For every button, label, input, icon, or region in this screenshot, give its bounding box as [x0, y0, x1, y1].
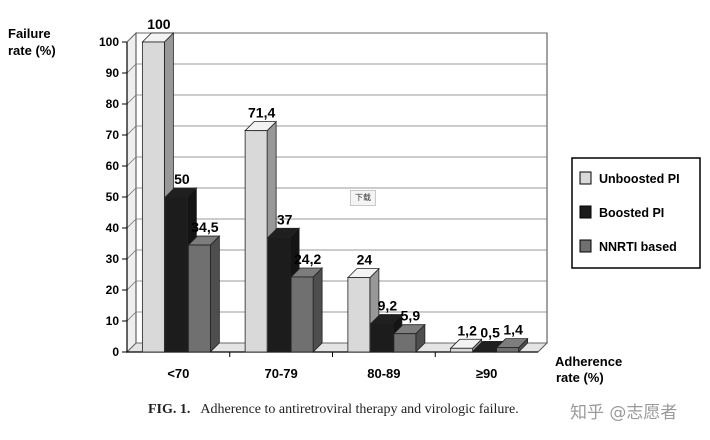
data-label: 50: [174, 171, 190, 187]
data-label: 24,2: [294, 251, 321, 267]
y-tick-label: 0: [112, 345, 119, 359]
bar: [495, 337, 529, 353]
gridline-side: [126, 280, 137, 291]
gridline-side: [126, 94, 137, 105]
data-label: 71,4: [248, 105, 275, 121]
y-tick-label: 80: [106, 97, 120, 111]
y-tick-label: 60: [106, 159, 120, 173]
x-tick-label: <70: [167, 366, 189, 381]
y-tick-label: 30: [106, 252, 120, 266]
gridline-side: [126, 218, 137, 229]
bar: [290, 267, 324, 353]
bar-front: [290, 276, 314, 353]
x-tick-label: 70-79: [265, 366, 298, 381]
legend-swatch: [579, 205, 592, 219]
figure-caption: FIG. 1. Adherence to antiretroviral thera…: [148, 402, 519, 418]
bar-side: [209, 235, 220, 353]
download-tooltip[interactable]: 下载: [350, 190, 376, 206]
data-label: 9,2: [378, 297, 398, 313]
data-label: 0,5: [480, 324, 500, 340]
gridline-side: [126, 156, 137, 167]
bar-front: [496, 347, 520, 353]
data-label: 37: [277, 211, 293, 227]
y-tick-label: 20: [106, 283, 120, 297]
y-tick-label: 50: [106, 190, 120, 204]
y-tick-label: 40: [106, 221, 120, 235]
y-axis-label: Failure rate (%): [8, 26, 56, 58]
watermark: 知乎 @志愿者: [570, 403, 678, 423]
legend-label: Unboosted PI: [599, 172, 680, 186]
bar-front: [473, 350, 497, 353]
gridline-side: [126, 342, 137, 353]
x-axis-label: Adherence rate (%): [555, 354, 622, 385]
bar-front: [244, 130, 268, 353]
figure-label: FIG. 1.: [148, 402, 191, 417]
y-tick-label: 70: [106, 128, 120, 142]
bar-front: [370, 323, 394, 353]
gridline-side: [126, 187, 137, 198]
data-label: 5,9: [401, 308, 421, 324]
bar-front: [450, 347, 474, 353]
bar-front: [347, 277, 371, 353]
bar: [392, 323, 426, 353]
gridline-side: [126, 63, 137, 74]
data-label: 100: [147, 16, 171, 32]
x-tick-label: ≥90: [476, 366, 498, 381]
gridline-side: [126, 32, 137, 43]
bar-front: [393, 333, 417, 353]
y-tick-label: 10: [106, 314, 120, 328]
bar-side: [312, 267, 323, 353]
bar-front: [141, 41, 165, 353]
bar: [187, 235, 221, 353]
legend-swatch: [579, 239, 592, 253]
bar-front: [164, 196, 188, 353]
legend-box: [571, 157, 701, 269]
gridline-side: [126, 125, 137, 136]
legend-label: Boosted PI: [599, 206, 664, 220]
gridline-side: [126, 249, 137, 260]
y-tick-label: 90: [106, 66, 120, 80]
data-label: 34,5: [191, 219, 218, 235]
legend-swatch: [579, 171, 592, 185]
x-tick-label: 80-89: [367, 366, 400, 381]
data-label: 24: [357, 252, 373, 268]
y-tick-label: 100: [99, 35, 119, 49]
bar-front: [187, 244, 211, 353]
legend-label: NNRTI based: [599, 240, 677, 254]
data-label: 1,4: [503, 322, 523, 338]
gridline-side: [126, 311, 137, 322]
caption-text: Adherence to antiretroviral therapy and …: [200, 402, 519, 417]
bar-front: [267, 236, 291, 353]
data-label: 1,2: [457, 322, 477, 338]
